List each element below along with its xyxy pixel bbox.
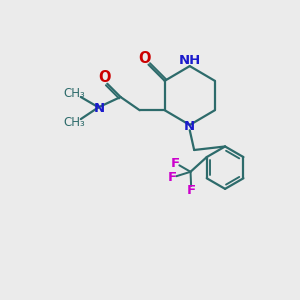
Text: N: N <box>94 102 105 115</box>
Text: CH₃: CH₃ <box>64 87 85 100</box>
Text: F: F <box>168 171 177 184</box>
Text: N: N <box>184 120 195 133</box>
Text: O: O <box>138 51 150 66</box>
Text: O: O <box>98 70 111 86</box>
Text: NH: NH <box>178 54 201 67</box>
Text: CH₃: CH₃ <box>64 116 85 129</box>
Text: F: F <box>171 157 180 170</box>
Text: F: F <box>187 184 196 197</box>
